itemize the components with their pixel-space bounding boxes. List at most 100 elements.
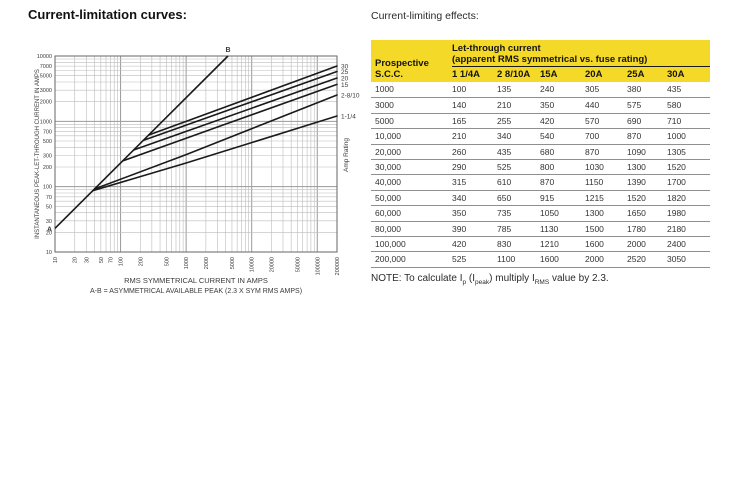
svg-text:20000: 20000 <box>269 257 275 272</box>
value-cell: 350 <box>540 100 555 111</box>
axis-tick-labels: 1020305070100200300500700100020003000500… <box>37 54 341 275</box>
value-cell: 210 <box>497 100 512 111</box>
scc-cell: 50,000 <box>375 192 401 203</box>
value-cell: 440 <box>585 100 600 111</box>
scc-cell: 80,000 <box>375 223 401 234</box>
value-cell: 700 <box>585 131 600 142</box>
corner-header: Prospective S.C.C. <box>371 40 452 82</box>
value-cell: 710 <box>667 115 682 126</box>
value-cell: 915 <box>540 192 555 203</box>
curve-20 <box>132 77 338 151</box>
value-cell: 680 <box>540 146 555 157</box>
table-row: 50,000 340 650 915 1215 1520 1820 <box>371 189 710 205</box>
value-cell: 2000 <box>585 254 604 265</box>
svg-text:200: 200 <box>138 257 144 266</box>
page-title-effects: Current-limiting effects: <box>371 10 479 22</box>
curve-15 <box>121 83 338 162</box>
table-row: 3000 140 210 350 440 575 580 <box>371 97 710 112</box>
value-cell: 1780 <box>627 223 646 234</box>
svg-text:7000: 7000 <box>40 64 52 70</box>
curve-label-15: 15 <box>341 82 349 89</box>
column-header: 20A <box>585 69 603 80</box>
value-cell: 2000 <box>627 238 646 249</box>
svg-text:500: 500 <box>164 257 170 266</box>
svg-text:10000: 10000 <box>250 257 256 272</box>
value-cell: 210 <box>452 131 467 142</box>
page-title-curves: Current-limitation curves: <box>28 7 187 22</box>
note-subscript: RMS <box>534 279 550 286</box>
column-header: 15A <box>540 69 558 80</box>
svg-text:5000: 5000 <box>40 74 52 80</box>
value-cell: 435 <box>497 146 512 157</box>
value-cell: 100 <box>452 84 467 94</box>
value-cell: 1305 <box>667 146 686 157</box>
value-cell: 1215 <box>585 192 604 203</box>
current-limitation-chart: 1020305070100200300500700100020003000500… <box>35 47 360 295</box>
value-cell: 260 <box>452 146 467 157</box>
curve-label-20: 20 <box>341 76 349 83</box>
svg-text:10: 10 <box>46 250 52 256</box>
value-cell: 1300 <box>585 208 604 219</box>
label-b: B <box>225 47 230 54</box>
table-header: Prospective S.C.C. Let-through current (… <box>371 40 710 82</box>
svg-text:2000: 2000 <box>204 257 210 269</box>
value-cell: 1150 <box>585 177 604 188</box>
svg-text:100: 100 <box>119 257 125 266</box>
table-row: 10,000 210 340 540 700 870 1000 <box>371 128 710 143</box>
value-cell: 350 <box>452 208 467 219</box>
value-cell: 870 <box>585 146 600 157</box>
y-axis-title: INSTANTANEOUS PEAK-LET-THROUGH CURRENT I… <box>35 69 41 239</box>
svg-text:3000: 3000 <box>40 88 52 94</box>
value-cell: 2520 <box>627 254 646 265</box>
curve-1-1/4 <box>92 115 338 192</box>
value-cell: 1090 <box>627 146 646 157</box>
scc-cell: 200,000 <box>375 254 406 265</box>
value-cell: 1820 <box>667 192 686 203</box>
note-text: NOTE: To calculate I <box>371 273 463 284</box>
value-cell: 525 <box>452 254 467 265</box>
value-cell: 1390 <box>627 177 646 188</box>
curve-label-25: 25 <box>341 69 349 76</box>
scc-cell: 10,000 <box>375 131 401 142</box>
value-cell: 420 <box>540 115 555 126</box>
value-cell: 140 <box>452 100 467 111</box>
value-cell: 2180 <box>667 223 686 234</box>
value-cell: 580 <box>667 100 682 111</box>
scc-cell: 1000 <box>375 84 394 94</box>
table-row: 60,000 350 735 1050 1300 1650 1980 <box>371 205 710 220</box>
value-cell: 525 <box>497 161 512 172</box>
column-header: 30A <box>667 69 685 80</box>
table-row: 30,000 290 525 800 1030 1300 1520 <box>371 158 710 174</box>
x-axis-title: RMS SYMMETRICAL CURRENT IN AMPS <box>124 276 268 285</box>
label-a: A <box>47 226 52 233</box>
scc-cell: 5000 <box>375 115 394 126</box>
column-header: 1 1/4A <box>452 69 480 80</box>
value-cell: 1600 <box>540 254 559 265</box>
table-row: 5000 165 255 420 570 690 710 <box>371 112 710 128</box>
value-cell: 305 <box>585 84 600 94</box>
value-cell: 540 <box>540 131 555 142</box>
note: NOTE: To calculate Ip (Ipeak) multiply I… <box>371 273 609 286</box>
table-body: 1000 100 135 240 305 380 435 3000 140 210 350 440 57… <box>371 82 710 268</box>
value-cell: 785 <box>497 223 512 234</box>
value-cell: 290 <box>452 161 467 172</box>
value-cell: 650 <box>497 192 512 203</box>
group-header-line2: (apparent RMS symmetrical vs. fuse ratin… <box>452 54 710 67</box>
value-cell: 340 <box>497 131 512 142</box>
group-header-line1: Let-through current <box>452 43 541 54</box>
value-cell: 420 <box>452 238 467 249</box>
value-cell: 570 <box>585 115 600 126</box>
chart-grid <box>54 55 338 253</box>
value-cell: 690 <box>627 115 642 126</box>
value-cell: 735 <box>497 208 512 219</box>
svg-text:50: 50 <box>99 257 105 263</box>
value-cell: 255 <box>497 115 512 126</box>
svg-text:200000: 200000 <box>335 257 341 275</box>
curve-label-30: 30 <box>341 64 349 71</box>
value-cell: 1600 <box>585 238 604 249</box>
table-row: 80,000 390 785 1130 1500 1780 2180 <box>371 220 710 236</box>
svg-text:70: 70 <box>46 195 52 201</box>
svg-text:10: 10 <box>53 257 59 263</box>
value-cell: 830 <box>497 238 512 249</box>
